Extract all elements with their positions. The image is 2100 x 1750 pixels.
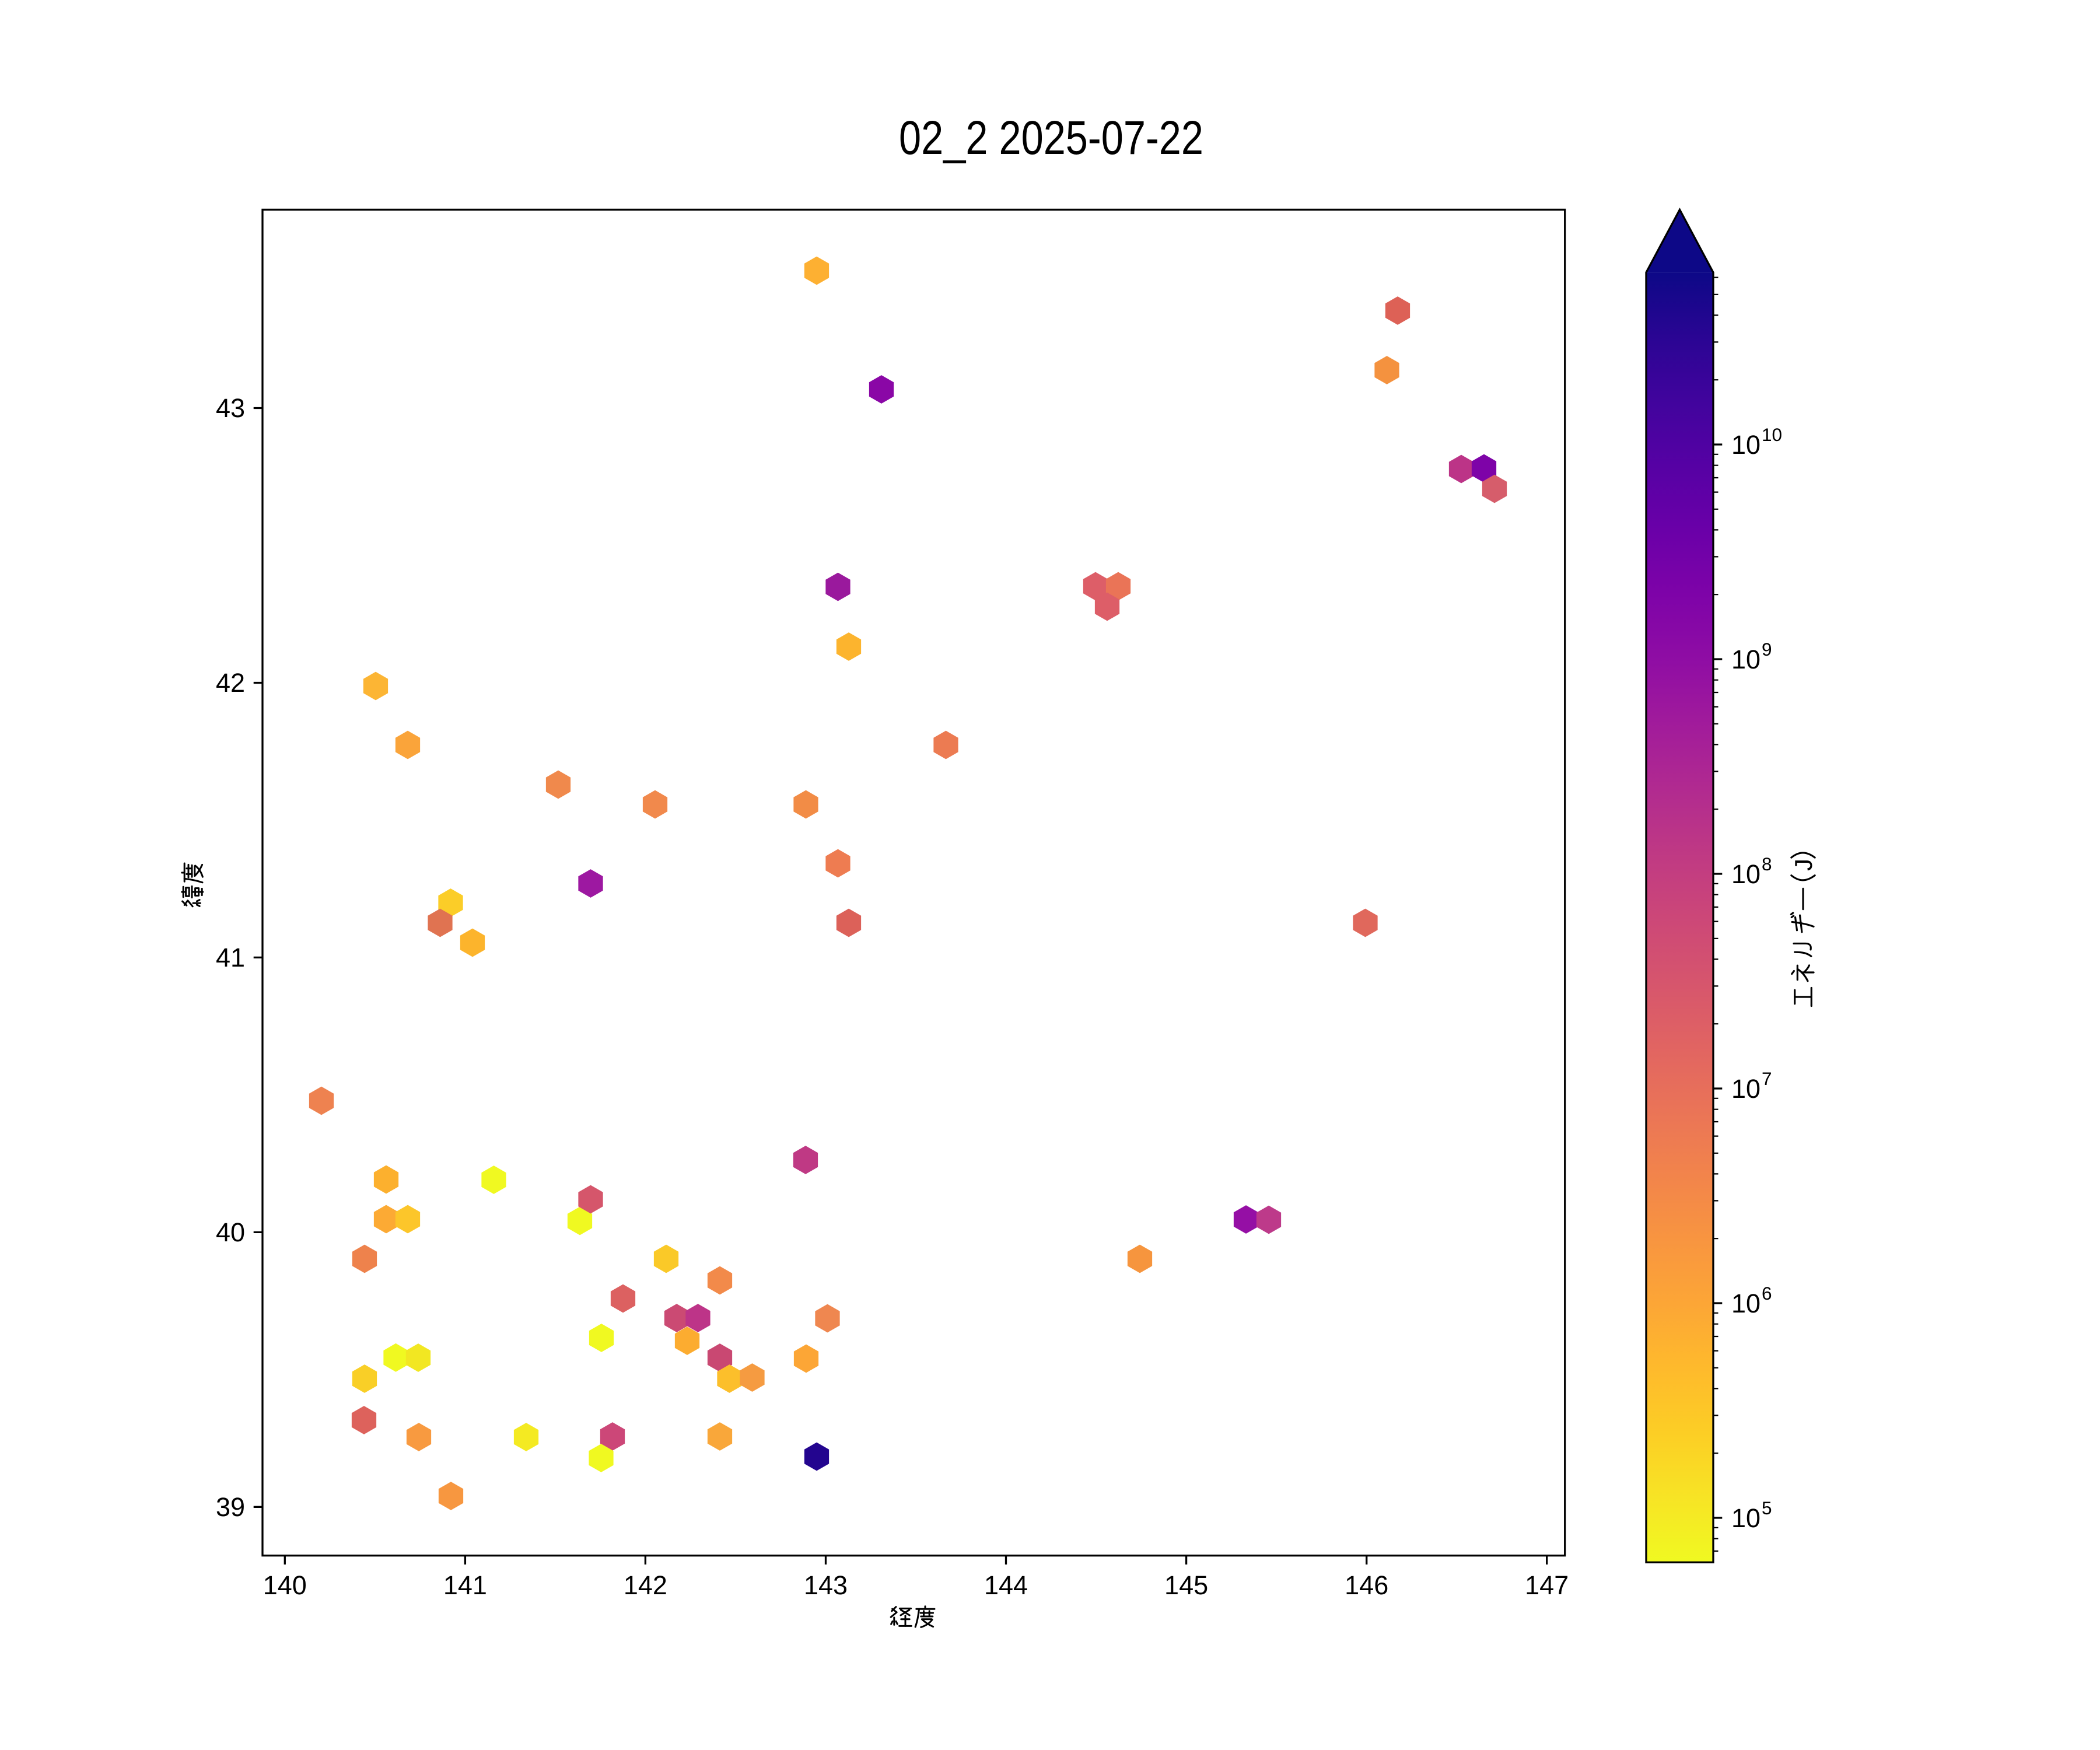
svg-text:10: 10 <box>1731 1503 1760 1533</box>
svg-text:J: J <box>1790 859 1817 871</box>
svg-text:10: 10 <box>1731 1074 1760 1104</box>
svg-text:39: 39 <box>216 1492 245 1522</box>
svg-text:7: 7 <box>1762 1068 1772 1089</box>
svg-text:147: 147 <box>1525 1570 1569 1600</box>
svg-text:10: 10 <box>1731 859 1760 889</box>
svg-text:5: 5 <box>1762 1497 1772 1518</box>
svg-text:8: 8 <box>1762 853 1772 874</box>
svg-text:145: 145 <box>1164 1570 1208 1600</box>
svg-text:146: 146 <box>1345 1570 1388 1600</box>
svg-text:141: 141 <box>443 1570 487 1600</box>
svg-text:10: 10 <box>1762 424 1782 445</box>
svg-text:10: 10 <box>1731 645 1760 674</box>
svg-text:43: 43 <box>216 393 245 423</box>
svg-text:140: 140 <box>263 1570 307 1600</box>
svg-text:10: 10 <box>1731 430 1760 460</box>
svg-text:10: 10 <box>1731 1289 1760 1318</box>
svg-text:42: 42 <box>216 668 245 698</box>
svg-text:41: 41 <box>216 943 245 972</box>
svg-text:6: 6 <box>1762 1283 1772 1304</box>
svg-text:142: 142 <box>624 1570 667 1600</box>
svg-text:144: 144 <box>984 1570 1028 1600</box>
svg-text:9: 9 <box>1762 639 1772 660</box>
svg-text:40: 40 <box>216 1217 245 1247</box>
svg-text:143: 143 <box>804 1570 848 1600</box>
svg-text:02_2 2025-07-22: 02_2 2025-07-22 <box>899 111 1203 164</box>
